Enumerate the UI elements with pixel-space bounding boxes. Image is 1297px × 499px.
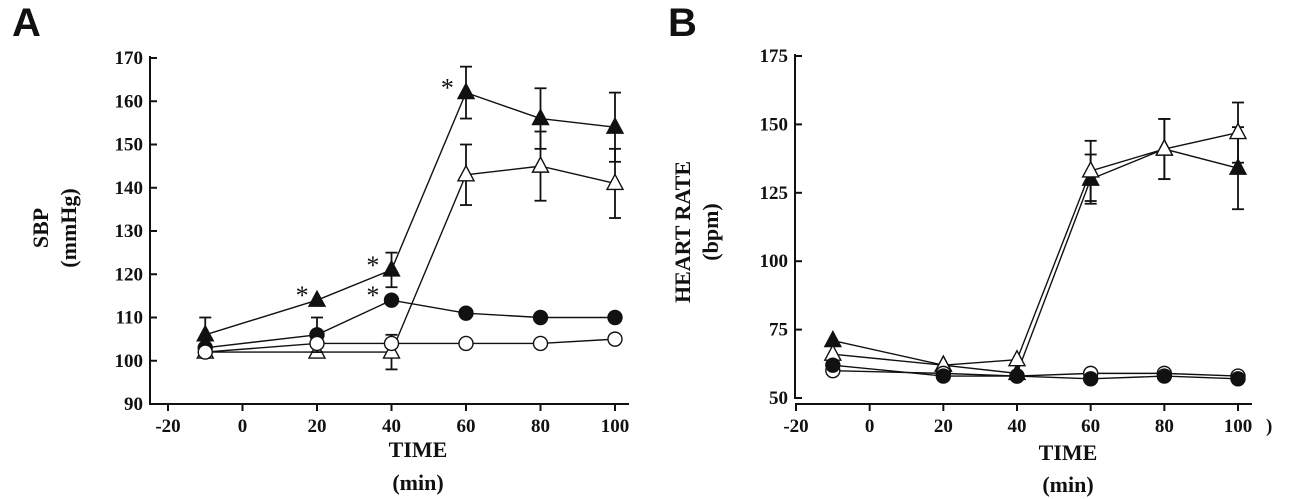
x-tick-label: 60 [1081, 416, 1100, 437]
trailing-paren: ) [1266, 416, 1272, 437]
series-open-triangle [196, 130, 625, 371]
y-tick-label: 175 [760, 46, 789, 67]
y-tick-label: 100 [760, 251, 789, 272]
series-line [832, 131, 1239, 366]
data-point [1228, 122, 1248, 140]
data-point [458, 335, 474, 352]
y-tick-label: 130 [115, 221, 144, 242]
x-axis-unit: (min) [392, 470, 443, 495]
significance-star: * [366, 251, 379, 280]
y-tick-label: 75 [769, 320, 788, 341]
series-filled-circle [825, 357, 1246, 387]
x-axis-title: TIME [389, 437, 448, 462]
x-tick-label: 0 [865, 416, 875, 437]
data-point [1081, 160, 1100, 178]
series-filled-triangle [823, 118, 1248, 381]
y-tick-label: 120 [115, 264, 144, 285]
significance-star: * [441, 74, 454, 103]
panel-letter: B [668, 1, 697, 45]
data-point [382, 259, 401, 277]
data-point [307, 289, 327, 307]
series-open-circle [825, 362, 1246, 384]
data-point [456, 82, 476, 100]
data-point [605, 172, 625, 191]
series-line [832, 364, 1239, 380]
x-tick-label: -20 [155, 416, 180, 437]
x-tick-label: 100 [1224, 416, 1253, 437]
data-point [1228, 157, 1248, 175]
y-tick-label: 125 [760, 183, 789, 204]
data-point [825, 357, 841, 373]
x-tick-label: 0 [238, 416, 248, 437]
data-point [607, 331, 623, 347]
y-tick-label: 170 [115, 48, 144, 69]
panel-letter: A [12, 1, 41, 45]
significance-star: * [366, 281, 379, 310]
series-line [832, 369, 1239, 377]
data-point [532, 335, 549, 352]
data-point [532, 309, 549, 326]
x-tick-label: 80 [531, 416, 550, 437]
data-point [458, 305, 474, 321]
y-tick-label: 110 [116, 308, 143, 329]
x-axis-title: TIME [1039, 440, 1098, 465]
data-point [531, 108, 550, 126]
series-line [205, 165, 616, 353]
data-point [1230, 371, 1246, 387]
y-tick-label: 150 [115, 135, 144, 156]
y-axis-title: HEART RATE [670, 161, 695, 303]
series-line [205, 91, 616, 336]
data-point [1007, 349, 1027, 367]
data-point [1156, 368, 1173, 384]
data-point [1082, 371, 1099, 387]
data-point [197, 344, 213, 360]
x-tick-label: 60 [457, 416, 476, 437]
y-tick-label: 140 [115, 178, 144, 199]
data-point [456, 164, 476, 182]
series-line [832, 148, 1239, 375]
data-point [383, 292, 400, 308]
x-axis-unit: (min) [1042, 472, 1093, 497]
series-line [205, 299, 615, 349]
data-point [309, 335, 325, 352]
significance-star: * [296, 281, 309, 310]
x-tick-label: 40 [382, 416, 401, 437]
y-axis-unit: (mmHg) [56, 188, 81, 267]
y-tick-label: 100 [115, 351, 144, 372]
data-point [605, 116, 625, 134]
x-tick-label: 40 [1008, 416, 1027, 437]
data-point [1009, 368, 1025, 384]
y-tick-label: 50 [769, 388, 788, 409]
series-line [205, 338, 616, 353]
x-tick-label: 20 [308, 416, 327, 437]
data-point [935, 368, 952, 384]
x-tick-label: -20 [783, 416, 808, 437]
y-axis-title: SBP [28, 208, 53, 248]
series-open-triangle [823, 101, 1248, 372]
y-axis-unit: (bpm) [698, 203, 723, 260]
x-tick-label: 20 [934, 416, 953, 437]
panel-b-chart: B 50 75 100 125 150 175 -20 0 20 40 60 80 100 TIME (min… [668, 1, 1272, 497]
x-tick-label: 80 [1155, 416, 1174, 437]
series-open-circle [197, 331, 623, 360]
y-tick-label: 160 [115, 91, 144, 112]
data-point [1155, 138, 1174, 156]
panel-a-chart: A 90 100 110 120 130 140 150 160 170 -20 0 20 40 60 80 1… [12, 1, 629, 495]
data-point [607, 309, 623, 326]
series-filled-circle [197, 292, 623, 356]
data-point [531, 155, 550, 173]
x-tick-label: 100 [601, 416, 630, 437]
y-tick-label: 150 [760, 114, 789, 135]
data-point [383, 335, 400, 352]
y-tick-label: 90 [124, 394, 143, 415]
